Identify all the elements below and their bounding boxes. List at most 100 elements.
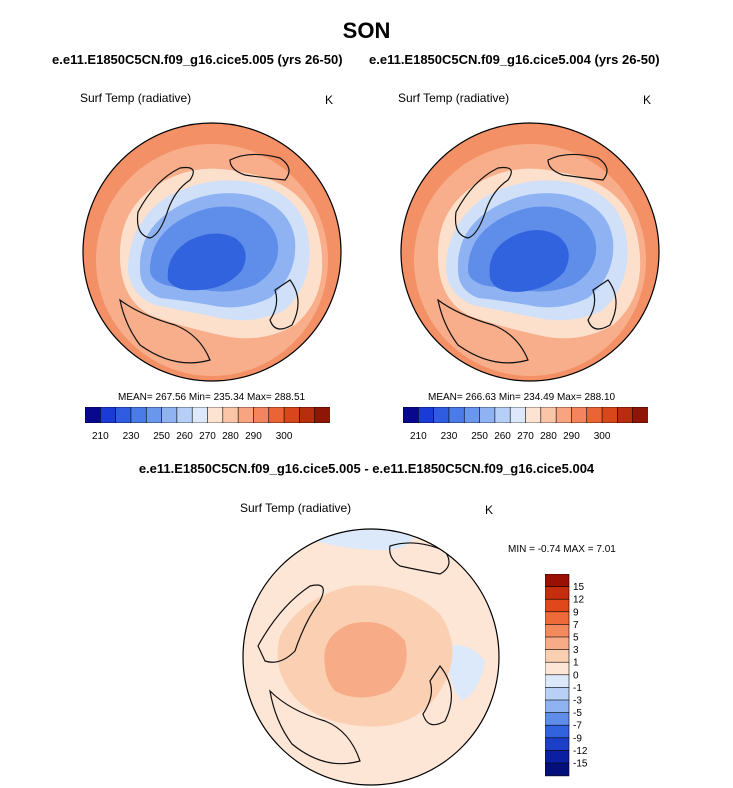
case1-colorbar-tick-label: 260 bbox=[176, 431, 193, 442]
case2-colorbar-tick-label: 210 bbox=[409, 431, 427, 442]
case1-polar-map bbox=[82, 122, 342, 382]
case1-colorbar-swatch bbox=[100, 406, 117, 424]
case2-coldest-zone bbox=[489, 230, 569, 292]
case1-title: e.e11.E1850C5CN.f09_g16.cice5.005 (yrs 2… bbox=[52, 52, 343, 67]
difference-colorbar-swatch bbox=[545, 737, 570, 752]
case2-colorbar-swatch bbox=[494, 406, 511, 424]
case1-colorbar-swatch bbox=[222, 406, 239, 424]
difference-map-border bbox=[242, 528, 500, 786]
case1-colorbar-swatch bbox=[176, 406, 193, 424]
difference-colorbar-swatch bbox=[545, 674, 570, 689]
case2-colorbar-tick-label: 300 bbox=[593, 431, 611, 442]
difference-colorbar-swatch bbox=[545, 712, 570, 726]
difference-colorbar-swatch bbox=[545, 724, 570, 739]
difference-colorbar-swatch bbox=[545, 649, 570, 663]
difference-colorbar-swatch bbox=[545, 750, 570, 764]
case2-polar-map bbox=[400, 122, 660, 382]
case2-colorbar-swatch bbox=[586, 406, 603, 424]
case2-coastlines bbox=[437, 153, 617, 364]
case2-colorbar-swatch bbox=[448, 406, 465, 424]
case2-title: e.e11.E1850C5CN.f09_g16.cice5.004 (yrs 2… bbox=[369, 52, 660, 67]
case2-colorbar-swatch bbox=[555, 406, 573, 424]
difference-negative-patch-right bbox=[445, 645, 485, 701]
difference-colorbar-tick-label: 9 bbox=[573, 607, 579, 618]
difference-colorbar-tick-label: 12 bbox=[573, 595, 585, 606]
case2-colorbar-swatch bbox=[402, 406, 419, 424]
case1-colorbar-tick-label: 290 bbox=[245, 431, 262, 442]
case2-stats: MEAN= 266.63 Min= 234.49 Max= 288.10 bbox=[428, 392, 616, 403]
case2-colorbar: 210 230 250 260 270 280 290 300 bbox=[402, 406, 649, 442]
difference-polar-map bbox=[242, 528, 500, 786]
case1-colorbar-swatch bbox=[145, 406, 163, 424]
case1-colorbar-swatch bbox=[161, 406, 178, 424]
case1-variable-label: Surf Temp (radiative) bbox=[80, 91, 192, 105]
difference-colorbar-swatch bbox=[545, 598, 570, 613]
case2-colorbar-swatch bbox=[601, 406, 618, 424]
difference-colorbar-tick-label: 0 bbox=[573, 670, 579, 681]
case1-coastlines bbox=[119, 153, 299, 364]
case1-coldest-zone bbox=[167, 233, 246, 291]
case1-colorbar-tick-label: 280 bbox=[222, 431, 239, 442]
difference-coastlines bbox=[257, 542, 452, 765]
difference-colorbar-tick-label: 7 bbox=[573, 620, 579, 631]
case1-colorbar-swatch bbox=[253, 406, 270, 424]
difference-units-label: K bbox=[485, 503, 494, 517]
difference-colorbar-tick-label: 15 bbox=[573, 582, 585, 593]
case1-colorbar: 210 230 250 260 270 280 290 300 bbox=[84, 406, 331, 442]
difference-colorbar-tick-label: -5 bbox=[573, 708, 582, 719]
case1-colorbar-swatch bbox=[130, 406, 147, 424]
case2-map-border bbox=[400, 122, 660, 382]
case2-colorbar-swatch bbox=[479, 406, 496, 424]
case2-colorbar-swatch bbox=[617, 406, 634, 424]
case1-colorbar-tick-label: 270 bbox=[199, 431, 216, 442]
difference-colorbar-swatch bbox=[545, 687, 570, 701]
case2-colorbar-swatch bbox=[463, 406, 481, 424]
case1-colorbar-swatch bbox=[283, 406, 300, 424]
difference-colorbar-swatch bbox=[545, 661, 570, 676]
case2-colorbar-tick-label: 280 bbox=[540, 431, 557, 442]
case1-colorbar-swatch bbox=[84, 406, 101, 424]
case1-colorbar-swatch bbox=[268, 406, 285, 424]
case2-colorbar-tick-label: 250 bbox=[471, 431, 488, 442]
case1-colorbar-swatch bbox=[191, 406, 209, 424]
difference-colorbar-swatch bbox=[545, 762, 570, 777]
case1-colorbar-tick-label: 210 bbox=[91, 431, 109, 442]
season-title: SON bbox=[342, 18, 391, 43]
case2-colorbar-swatch bbox=[509, 406, 527, 424]
difference-colorbar-tick-label: -1 bbox=[573, 683, 582, 694]
difference-stats: MIN = -0.74 MAX = 7.01 bbox=[508, 544, 616, 555]
case2-colorbar-tick-label: 290 bbox=[563, 431, 580, 442]
case1-colorbar-swatch bbox=[237, 406, 255, 424]
difference-warmer-zone bbox=[324, 622, 407, 698]
difference-colorbar-tick-label: -15 bbox=[573, 759, 588, 770]
case2-colorbar-swatch bbox=[433, 406, 450, 424]
case1-colorbar-tick-label: 230 bbox=[122, 431, 140, 442]
difference-title: e.e11.E1850C5CN.f09_g16.cice5.005 - e.e1… bbox=[138, 461, 595, 476]
case2-colorbar-swatch bbox=[632, 406, 649, 424]
case2-colorbar-swatches bbox=[402, 406, 649, 424]
difference-colorbar-tick-label: -7 bbox=[573, 721, 582, 732]
case2-colorbar-swatch bbox=[540, 406, 557, 424]
case1-colorbar-swatch bbox=[299, 406, 316, 424]
case2-colorbar-swatch bbox=[525, 406, 542, 424]
difference-colorbar: 15 129 7 53 10 -1 -3-5 -7-9 -12 -15 bbox=[545, 574, 588, 777]
difference-colorbar-tick-label: -12 bbox=[573, 746, 588, 757]
difference-colorbar-tick-label: -3 bbox=[573, 696, 582, 707]
difference-colorbar-swatch bbox=[545, 611, 570, 625]
case2-colorbar-tick-label: 230 bbox=[440, 431, 458, 442]
difference-colorbar-tick-label: 3 bbox=[573, 645, 579, 656]
difference-colorbar-swatch bbox=[545, 574, 570, 588]
case2-colorbar-swatch bbox=[571, 406, 588, 424]
case1-colorbar-swatch bbox=[314, 406, 331, 424]
case1-colorbar-tick-label: 300 bbox=[275, 431, 293, 442]
case2-variable-label: Surf Temp (radiative) bbox=[398, 91, 510, 105]
difference-colorbar-swatch bbox=[545, 636, 570, 651]
case2-colorbar-tick-label: 260 bbox=[494, 431, 511, 442]
case1-colorbar-swatches bbox=[84, 406, 331, 424]
difference-colorbar-swatch bbox=[545, 699, 570, 714]
difference-colorbar-swatch bbox=[545, 624, 570, 638]
difference-colorbar-swatch bbox=[545, 586, 570, 600]
case2-colorbar-tick-label: 270 bbox=[517, 431, 534, 442]
difference-variable-label: Surf Temp (radiative) bbox=[240, 501, 352, 515]
case1-colorbar-swatch bbox=[115, 406, 132, 424]
